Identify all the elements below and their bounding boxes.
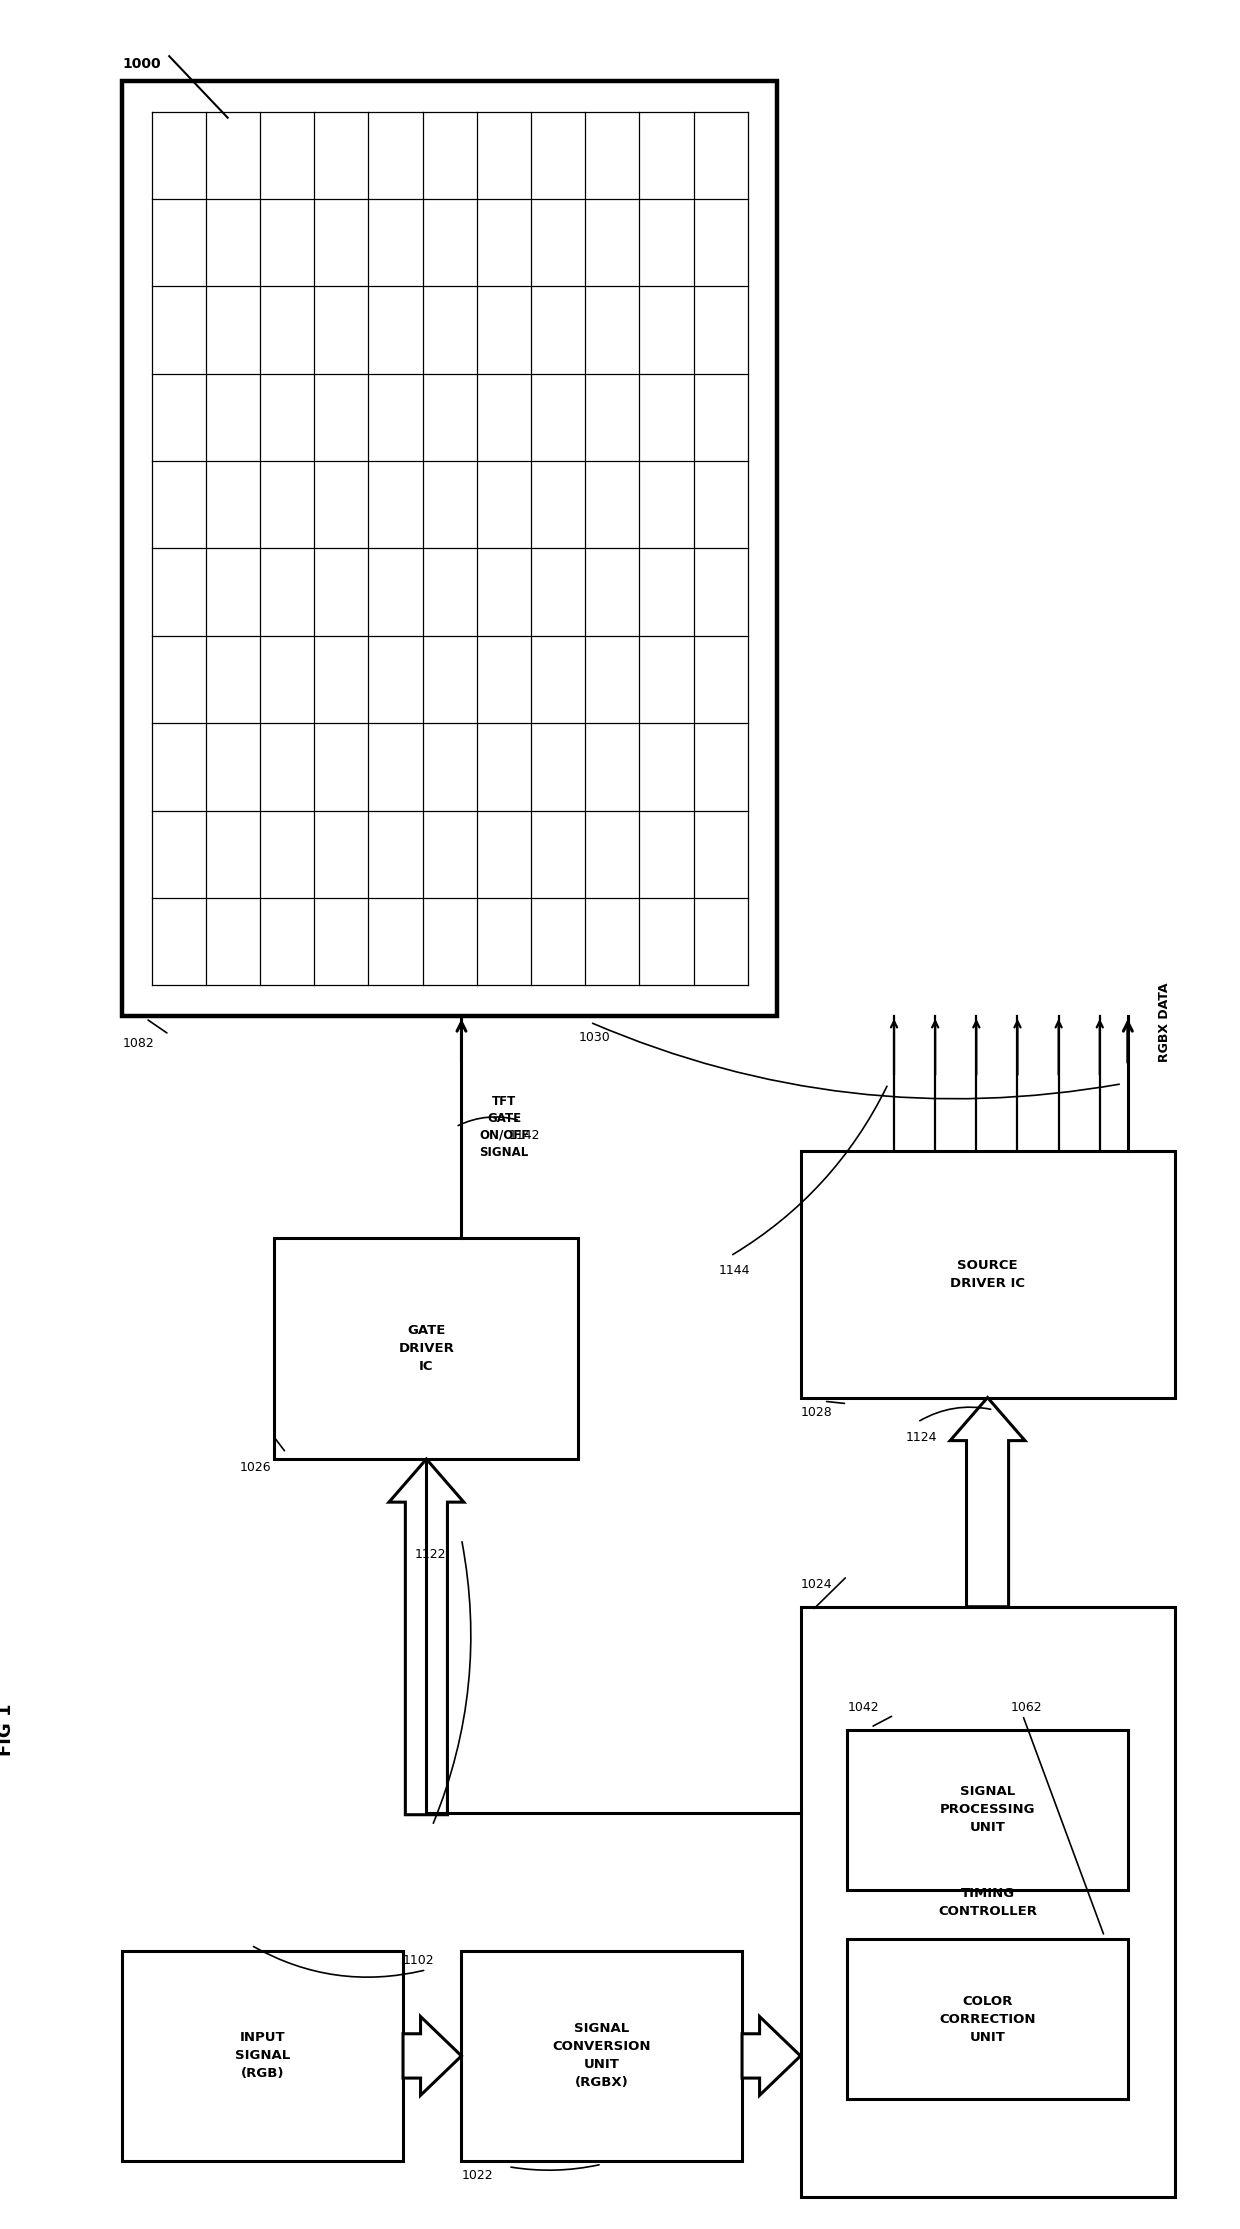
- Polygon shape: [950, 1398, 1025, 1607]
- Text: SIGNAL
CONVERSION
UNIT
(RGBX): SIGNAL CONVERSION UNIT (RGBX): [553, 2022, 651, 2089]
- Text: COLOR
CORRECTION
UNIT: COLOR CORRECTION UNIT: [940, 1995, 1035, 2044]
- Text: SOURCE
DRIVER IC: SOURCE DRIVER IC: [950, 1259, 1025, 1291]
- Text: 1124: 1124: [905, 1431, 937, 1444]
- Bar: [274, 1237, 578, 1460]
- Bar: [801, 1607, 1174, 2198]
- Bar: [801, 1152, 1174, 1398]
- Text: RGBX DATA: RGBX DATA: [1158, 983, 1172, 1061]
- Bar: [123, 80, 777, 1016]
- Text: INPUT
SIGNAL
(RGB): INPUT SIGNAL (RGB): [236, 2031, 290, 2080]
- Bar: [847, 1939, 1128, 2100]
- Text: 1082: 1082: [123, 1036, 154, 1050]
- Text: 1062: 1062: [1011, 1701, 1043, 1714]
- Text: 1028: 1028: [801, 1406, 832, 1420]
- Text: GATE
DRIVER
IC: GATE DRIVER IC: [398, 1324, 454, 1373]
- Text: 1000: 1000: [123, 58, 161, 71]
- Bar: [123, 1950, 403, 2160]
- Text: TFT
GATE
ON/OFF
SIGNAL: TFT GATE ON/OFF SIGNAL: [479, 1094, 529, 1159]
- Text: 1042: 1042: [847, 1701, 879, 1714]
- Text: 1122: 1122: [414, 1547, 446, 1560]
- Text: 1142: 1142: [508, 1130, 539, 1141]
- Text: 1026: 1026: [239, 1462, 272, 1473]
- Text: SIGNAL
PROCESSING
UNIT: SIGNAL PROCESSING UNIT: [940, 1785, 1035, 1834]
- Text: 1144: 1144: [719, 1264, 750, 1277]
- Text: FIG 1: FIG 1: [0, 1703, 15, 1756]
- Polygon shape: [742, 2017, 801, 2095]
- Text: 1024: 1024: [801, 1578, 832, 1592]
- Polygon shape: [403, 2017, 461, 2095]
- Bar: [847, 1730, 1128, 1890]
- Bar: [461, 1950, 742, 2160]
- Text: 1022: 1022: [461, 2169, 494, 2182]
- Text: TIMING
CONTROLLER: TIMING CONTROLLER: [937, 1886, 1037, 1917]
- Polygon shape: [389, 1460, 464, 1814]
- Text: 1030: 1030: [578, 1030, 610, 1043]
- Text: 1102: 1102: [403, 1953, 435, 1966]
